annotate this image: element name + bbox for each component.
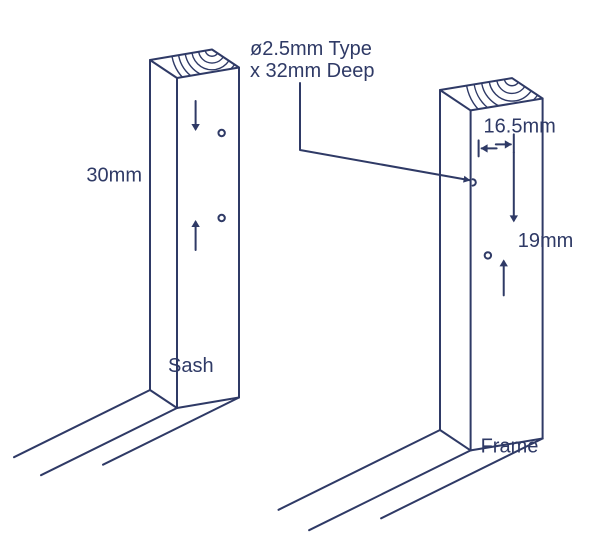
dim-16-5mm: 16.5mm — [484, 115, 556, 137]
hinge-drill-diagram: 30mm Sash 16.5mm 19mm Frame ø2.5mm Typex 32mm… — [0, 0, 609, 560]
dim-30mm: 30mm — [86, 165, 142, 187]
label-frame: Frame — [481, 435, 539, 457]
label-sash: Sash — [168, 355, 214, 377]
title-line-1: ø2.5mm Type — [250, 38, 372, 60]
title-line-2: x 32mm Deep — [250, 60, 375, 82]
dim-19mm: 19mm — [518, 230, 574, 252]
